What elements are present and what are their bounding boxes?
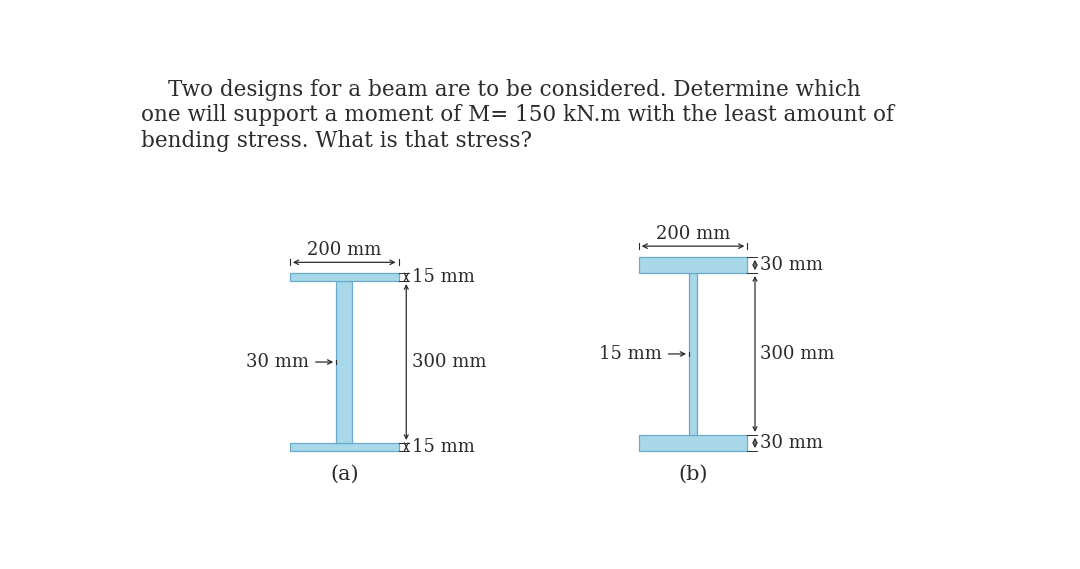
- Text: (b): (b): [678, 465, 707, 484]
- Text: 15 mm: 15 mm: [411, 438, 474, 456]
- Text: 30 mm: 30 mm: [246, 353, 309, 371]
- Bar: [638, 257, 747, 273]
- Bar: [291, 273, 399, 281]
- Text: 200 mm: 200 mm: [307, 241, 381, 259]
- Text: (a): (a): [329, 465, 359, 484]
- Text: 15 mm: 15 mm: [599, 345, 662, 363]
- Text: 30 mm: 30 mm: [760, 434, 823, 452]
- Text: 30 mm: 30 mm: [760, 256, 823, 274]
- Text: 200 mm: 200 mm: [656, 225, 730, 243]
- Bar: [638, 435, 747, 451]
- Text: 300 mm: 300 mm: [760, 345, 835, 363]
- Bar: [336, 281, 352, 443]
- Bar: [689, 273, 697, 435]
- Text: bending stress. What is that stress?: bending stress. What is that stress?: [141, 130, 532, 152]
- Text: Two designs for a beam are to be considered. Determine which: Two designs for a beam are to be conside…: [167, 79, 861, 101]
- Text: 300 mm: 300 mm: [411, 353, 486, 371]
- Text: one will support a moment of M= 150 kN.m with the least amount of: one will support a moment of M= 150 kN.m…: [141, 105, 894, 126]
- Text: 15 mm: 15 mm: [411, 268, 474, 286]
- Bar: [291, 443, 399, 451]
